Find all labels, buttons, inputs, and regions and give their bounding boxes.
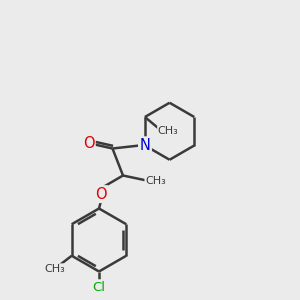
Text: O: O	[96, 187, 107, 202]
Text: O: O	[83, 136, 94, 151]
Text: N: N	[140, 138, 150, 153]
Text: CH₃: CH₃	[44, 264, 65, 274]
Text: CH₃: CH₃	[158, 126, 178, 136]
Text: N: N	[140, 138, 150, 153]
Text: CH₃: CH₃	[145, 176, 166, 186]
Text: Cl: Cl	[92, 280, 106, 294]
